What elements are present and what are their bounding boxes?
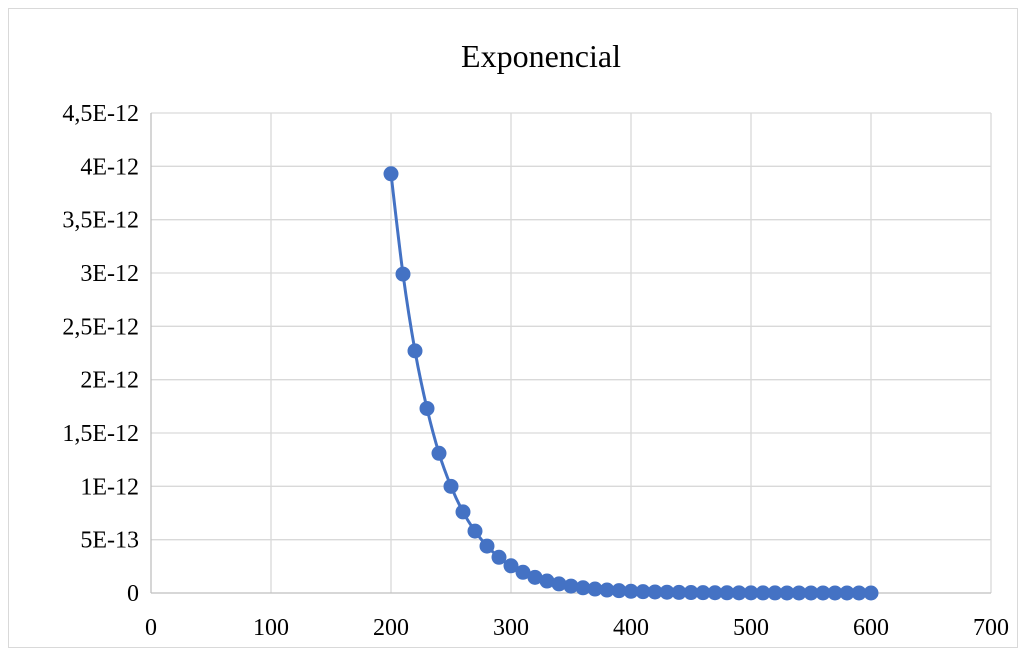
x-tick-label: 400 xyxy=(613,615,649,641)
y-tick-label: 3,5E-12 xyxy=(62,208,139,234)
data-point xyxy=(863,585,879,601)
data-point xyxy=(383,166,399,182)
data-point xyxy=(395,266,411,282)
y-tick-label: 0 xyxy=(127,581,139,607)
data-point xyxy=(443,478,459,494)
y-tick-label: 4E-12 xyxy=(80,154,139,180)
y-tick-label: 5E-13 xyxy=(80,528,139,554)
series-layer xyxy=(383,166,879,601)
x-tick-label: 200 xyxy=(373,615,409,641)
y-tick-label: 2E-12 xyxy=(80,368,139,394)
axes xyxy=(150,113,991,594)
x-tick-label: 700 xyxy=(973,615,1009,641)
y-tick-label: 1E-12 xyxy=(80,474,139,500)
data-point xyxy=(491,549,507,565)
x-tick-label: 600 xyxy=(853,615,889,641)
x-tick-label: 300 xyxy=(493,615,529,641)
chart-svg: Exponencial 0 5E-13 1E-12 1,5E-12 2E-12 2,5E-… xyxy=(62,38,1009,641)
y-tick-label: 4,5E-12 xyxy=(62,101,139,127)
x-tick-label: 500 xyxy=(733,615,769,641)
chart-frame: Exponencial 0 5E-13 1E-12 1,5E-12 2E-12 2,5E-… xyxy=(8,8,1018,648)
x-axis-tick-labels: 0 100 200 300 400 500 600 700 xyxy=(145,615,1009,641)
data-point xyxy=(467,523,483,539)
data-point xyxy=(479,538,495,554)
x-tick-label: 100 xyxy=(253,615,289,641)
data-point xyxy=(455,504,471,520)
gridlines xyxy=(151,112,992,593)
y-tick-label: 2,5E-12 xyxy=(62,314,139,340)
data-point xyxy=(419,400,435,416)
data-point xyxy=(407,343,423,359)
data-point xyxy=(503,558,519,574)
chart-title: Exponencial xyxy=(461,38,621,74)
x-tick-label: 0 xyxy=(145,615,157,641)
y-tick-label: 1,5E-12 xyxy=(62,421,139,447)
y-tick-label: 3E-12 xyxy=(80,261,139,287)
y-axis-tick-labels: 0 5E-13 1E-12 1,5E-12 2E-12 2,5E-12 3E-12 3,5E-… xyxy=(62,101,139,607)
data-point xyxy=(431,445,447,461)
